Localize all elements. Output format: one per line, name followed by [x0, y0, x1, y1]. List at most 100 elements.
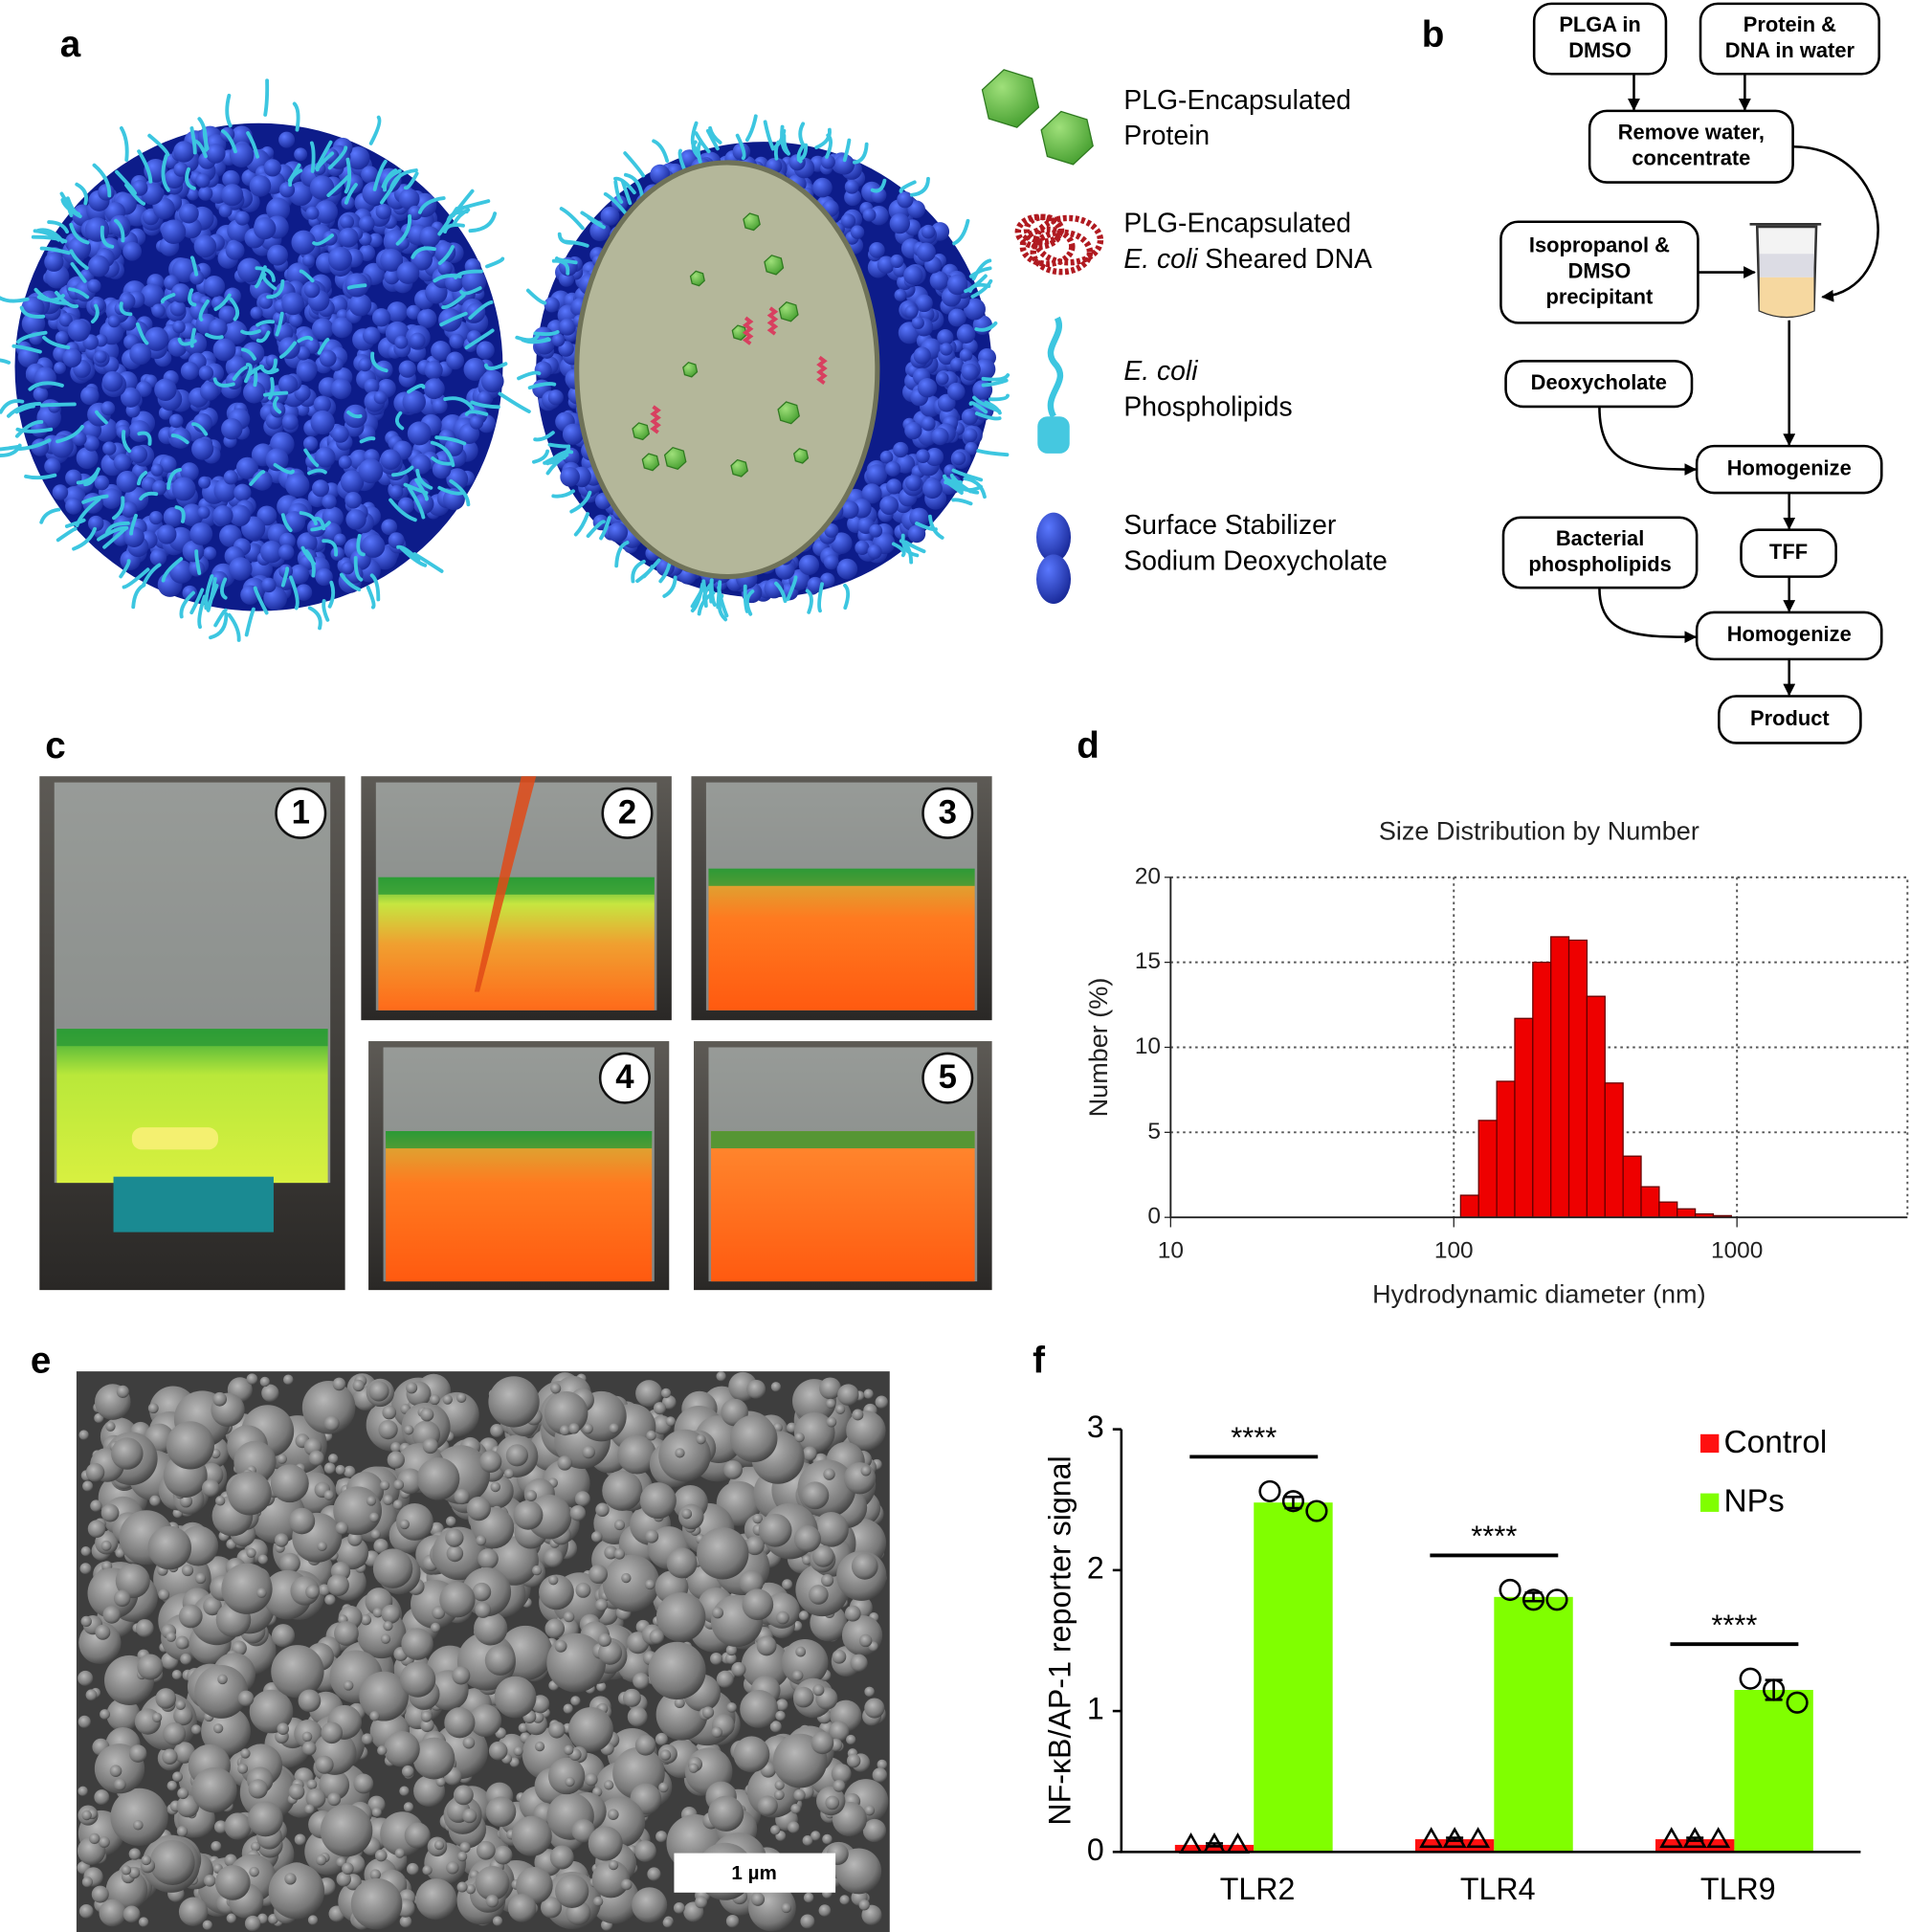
stabilizer-bead	[398, 189, 420, 210]
stabilizer-bead	[278, 374, 299, 394]
lipid-tail	[944, 479, 964, 496]
stabilizer-bead	[402, 389, 426, 414]
sem-particle	[565, 1776, 575, 1788]
sem-particle	[202, 1920, 212, 1930]
sem-particle	[420, 1718, 434, 1733]
lipid-tail	[395, 411, 405, 431]
photo-number-badge	[922, 787, 974, 839]
stabilizer-icon	[1035, 554, 1072, 604]
sem-particle	[214, 1864, 251, 1900]
sem-particle	[798, 1610, 810, 1621]
stabilizer-bead	[129, 343, 152, 366]
panel-d: Size Distribution by Number Hydrodynamic …	[1084, 817, 1909, 1309]
stabilizer-bead	[249, 174, 272, 197]
lipid-tail	[112, 496, 125, 521]
stabilizer-bead	[897, 191, 914, 209]
sem-particle	[752, 1513, 764, 1524]
legend-text-part: Sheared DNA	[1205, 244, 1372, 275]
flow-node-label: Isopropanol &	[1529, 233, 1670, 256]
chart-title: Size Distribution by Number	[1379, 817, 1699, 846]
flow-node-label: PLGA in	[1559, 12, 1640, 36]
beaker-icon	[1749, 223, 1822, 319]
sem-particle	[864, 1698, 885, 1719]
lipid-tail	[68, 287, 90, 300]
flow-node	[1695, 611, 1883, 661]
stabilizer-bead	[823, 554, 839, 570]
sem-particle	[710, 1652, 722, 1665]
stabilizer-bead	[55, 330, 69, 344]
lipid-tail	[147, 133, 170, 157]
lipid-tail	[47, 220, 70, 234]
stabilizer-bead	[173, 141, 195, 163]
lipid-tail	[246, 131, 259, 159]
sem-particle	[271, 1645, 324, 1699]
stabilizer-bead	[936, 371, 949, 385]
lipid-tail	[551, 489, 575, 499]
stabilizer-bead	[253, 216, 277, 240]
sem-particle	[595, 1502, 610, 1517]
sem-particle	[442, 1394, 453, 1405]
sem-particle	[774, 1780, 785, 1790]
lipid-tail	[786, 575, 798, 602]
sem-particle	[147, 1403, 159, 1414]
sem-particle	[203, 1874, 216, 1887]
stabilizer-bead	[100, 488, 122, 509]
lipid-tail	[170, 433, 189, 445]
stabilizer-bead	[373, 390, 388, 405]
stabilizer-bead	[764, 578, 785, 599]
stabilizer-bead	[278, 131, 296, 148]
sem-particle	[429, 1394, 440, 1406]
stabilizer-bead	[198, 366, 214, 381]
sem-particle	[274, 1533, 289, 1547]
significance-label: ****	[1471, 1520, 1517, 1553]
lipid-tail	[370, 351, 389, 373]
sem-particle	[374, 1849, 388, 1862]
sem-particle	[697, 1527, 749, 1580]
lipid-tail	[366, 585, 376, 610]
stabilizer-bead	[322, 494, 337, 509]
lipid-tail	[297, 335, 314, 344]
x-tick-label: TLR9	[1700, 1872, 1776, 1906]
lipid-tail	[483, 362, 508, 370]
sem-particle	[190, 1724, 202, 1735]
lipid-tail	[368, 115, 382, 145]
stabilizer-bead	[449, 333, 465, 349]
lipid-tail	[39, 246, 71, 255]
sem-particle	[336, 1872, 351, 1887]
stabilizer-bead	[102, 441, 117, 455]
lipid-tail	[389, 498, 417, 522]
sem-particle	[505, 1444, 528, 1467]
stabilizer-bead	[197, 506, 211, 520]
stabilizer-bead	[344, 492, 362, 509]
sem-particle	[78, 1670, 94, 1686]
lipid-tail	[189, 588, 205, 615]
sem-particle	[224, 1812, 252, 1840]
sem-particle	[369, 1710, 380, 1721]
sem-particle	[794, 1432, 805, 1443]
sem-particle	[432, 1606, 446, 1620]
stabilizer-bead	[830, 532, 853, 555]
lipid-tail	[443, 396, 475, 411]
lipid-tail	[573, 512, 590, 537]
lipid-tail	[81, 494, 109, 504]
lipid-tail	[774, 581, 788, 604]
lipid-tail	[288, 575, 300, 611]
stabilizer-bead	[54, 362, 66, 375]
lipid-tail	[137, 149, 153, 184]
stabilizer-bead	[260, 541, 283, 564]
lipid-tail	[255, 320, 276, 327]
sem-particle	[344, 1465, 356, 1478]
y-tick-label: 0	[1087, 1832, 1104, 1867]
sem-particle	[665, 1416, 676, 1427]
lipid-tail	[517, 370, 542, 381]
stabilizer-bead	[384, 269, 400, 285]
photo-number-badge	[598, 1052, 651, 1104]
stabilizer-bead	[278, 182, 296, 198]
stabilizer-bead	[338, 455, 352, 470]
stabilizer-bead	[319, 349, 337, 367]
flow-node	[1532, 2, 1668, 76]
sem-particle	[492, 1916, 503, 1926]
lipid-tail	[179, 590, 195, 619]
x-tick-label: TLR2	[1220, 1872, 1296, 1906]
